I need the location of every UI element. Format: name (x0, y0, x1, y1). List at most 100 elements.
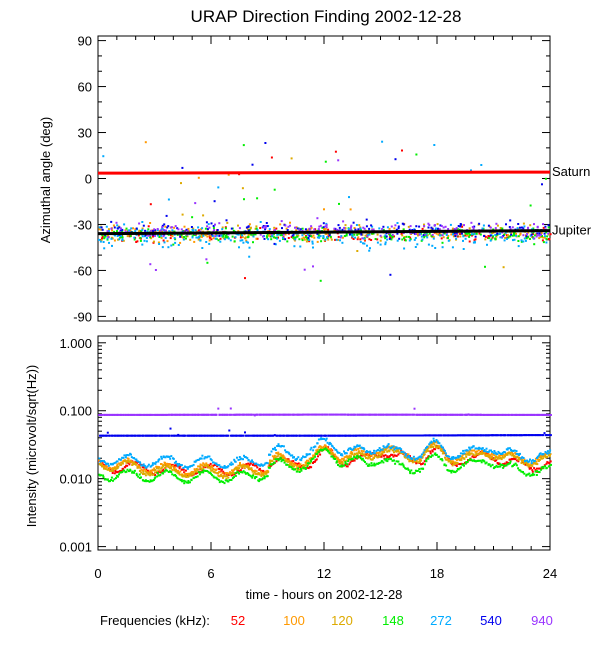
intensity-point-52 (533, 467, 536, 470)
intensity-point-120 (267, 470, 270, 473)
reference-label-jupiter: Jupiter (552, 223, 592, 238)
intensity-point-272 (203, 457, 206, 460)
azimuth-point-540 (517, 223, 520, 225)
azimuth-point-272 (362, 242, 364, 245)
intensity-point-272 (479, 447, 482, 450)
azimuth-plot-frame (97, 35, 551, 322)
azimuth-point-120 (181, 213, 184, 216)
intensity-point-272 (230, 463, 233, 466)
intensity-point-940 (232, 413, 235, 416)
intensity-point-100 (279, 453, 282, 456)
azimuth-point-272 (515, 234, 517, 237)
azimuth-point-272 (133, 236, 136, 239)
intensity-point-120 (200, 468, 203, 470)
intensity-point-540 (112, 434, 115, 437)
intensity-point-272 (520, 457, 523, 460)
azimuth-point-148 (353, 233, 356, 236)
azimuth-point-540 (296, 227, 299, 230)
intensity-point-272 (476, 447, 479, 450)
intensity-point-272 (369, 450, 372, 453)
intensity-point-52 (349, 461, 352, 464)
intensity-point-100 (333, 453, 336, 456)
intensity-point-272 (103, 460, 105, 463)
intensity-point-120 (395, 450, 398, 453)
azimuth-point-940 (455, 233, 458, 236)
intensity-point-100 (224, 472, 227, 475)
intensity-point-52 (219, 470, 222, 473)
azimuth-point-940 (501, 235, 504, 238)
intensity-point-148 (413, 471, 416, 474)
azimuth-point-540 (352, 221, 355, 224)
intensity-point-540 (311, 434, 314, 437)
intensity-point-940 (136, 413, 139, 416)
azimuth-point-940 (540, 233, 543, 236)
azimuth-point-272 (506, 237, 508, 240)
intensity-point-272 (173, 461, 176, 464)
intensity-point-100 (213, 468, 216, 471)
azimuth-point-148 (494, 237, 497, 240)
intensity-point-100 (149, 469, 152, 472)
intensity-point-940 (224, 413, 226, 416)
azimuth-point-148 (270, 238, 273, 241)
azimuth-point-272 (447, 239, 450, 242)
azimuth-point-120 (295, 234, 298, 237)
intensity-point-120 (226, 475, 229, 478)
intensity-point-52 (116, 471, 119, 474)
azimuth-point-940 (318, 225, 321, 228)
intensity-point-540 (291, 434, 294, 437)
intensity-point-100 (241, 464, 243, 467)
intensity-point-940 (185, 413, 188, 416)
azimuth-point-272 (503, 239, 506, 242)
intensity-point-148 (428, 455, 431, 458)
azimuth-point-940 (319, 224, 322, 227)
intensity-point-940 (428, 413, 431, 416)
intensity-point-540 (280, 434, 283, 437)
intensity-point-272 (452, 456, 455, 458)
azimuth-point-940 (214, 223, 216, 226)
intensity-point-940 (221, 413, 224, 416)
intensity-point-52 (348, 463, 351, 466)
azimuth-point-940 (418, 233, 421, 236)
intensity-point-540 (450, 434, 453, 437)
intensity-point-272 (481, 447, 484, 450)
intensity-point-120 (255, 472, 258, 475)
intensity-point-940 (226, 413, 229, 416)
azimuth-point-148 (206, 261, 209, 264)
azimuth-point-148 (116, 230, 118, 233)
intensity-point-52 (292, 460, 295, 463)
azimuth-point-272 (227, 237, 230, 240)
azimuth-point-120 (436, 223, 439, 226)
intensity-point-148 (102, 474, 105, 477)
azimuth-point-148 (305, 236, 307, 239)
intensity-point-272 (475, 447, 478, 450)
intensity-point-272 (326, 441, 329, 444)
intensity-point-940 (177, 413, 180, 416)
azimuth-point-148 (464, 232, 467, 235)
azimuth-point-100 (248, 223, 251, 226)
intensity-point-120 (253, 471, 256, 474)
azimuth-point-940 (316, 217, 319, 220)
azimuth-point-940 (379, 234, 382, 237)
azimuth-point-148 (242, 144, 245, 147)
intensity-point-148 (185, 481, 188, 484)
intensity-point-272 (416, 457, 419, 460)
azimuth-point-272 (426, 236, 429, 239)
intensity-point-52 (425, 457, 428, 460)
azimuth-point-120 (180, 235, 183, 238)
legend-item-540: 540 (480, 613, 502, 628)
azimuth-point-272 (167, 246, 170, 249)
intensity-point-940 (254, 413, 257, 416)
azimuth-point-100 (435, 232, 438, 235)
intensity-point-540 (521, 434, 524, 437)
intensity-point-120 (271, 460, 274, 463)
intensity-point-148 (150, 480, 153, 483)
azimuth-point-52 (327, 228, 330, 231)
azimuth-point-120 (138, 229, 141, 232)
intensity-point-540 (535, 434, 538, 437)
intensity-point-148 (525, 473, 528, 476)
azimuth-point-148 (321, 226, 324, 229)
intensity-point-940 (215, 413, 218, 416)
time-x-axis-label: time - hours on 2002-12-28 (246, 587, 403, 602)
intensity-point-148 (491, 463, 494, 466)
intensity-point-148 (142, 479, 145, 482)
